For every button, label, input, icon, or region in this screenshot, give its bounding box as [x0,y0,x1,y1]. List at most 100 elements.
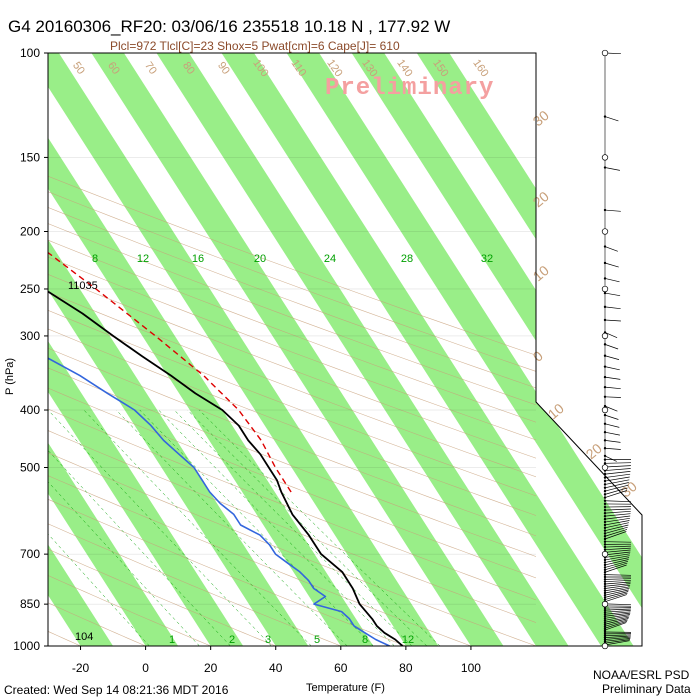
wind-barb [604,611,631,615]
y-tick-label: 400 [20,403,40,417]
mixing-ratio-line [187,409,428,646]
wind-barb [604,562,628,571]
dewpoint-line [48,357,390,646]
wind-barb [604,522,629,529]
wind-barb [604,484,629,492]
wind-barb-dot [603,580,607,583]
y-tick-label: 100 [20,46,40,60]
wind-barb-dot [603,291,607,295]
wind-barb-dot [603,591,607,595]
wind-barb-dot [603,166,607,169]
wind-barb [604,440,621,443]
wind-barb [604,487,628,495]
y-tick-label: 300 [20,329,40,343]
mixing-ratio-label: 5 [314,634,320,646]
wind-barb [604,589,629,596]
x-tick-label: 60 [334,661,348,675]
wind-barb [604,594,627,603]
wind-barb [604,355,620,360]
wind-barb [604,344,619,350]
wind-barb [604,490,627,498]
wind-barb-dot [603,458,607,461]
wind-barb-dot [603,343,607,346]
mixing-ratio-line [116,409,348,646]
wind-barb-dot [603,626,607,630]
wind-barb [604,462,632,464]
temperature-band [416,53,536,240]
wind-barb [604,332,618,339]
wind-barb [604,612,631,617]
mixing-ratio-line [48,449,231,646]
wind-barb [604,610,631,613]
dry-adiabat-line [48,408,536,601]
wind-barb-dot [603,545,607,549]
wind-barb [604,455,617,462]
dry-adiabat-line [48,239,536,423]
temperature-band [221,53,536,545]
preliminary-watermark: Preliminary [325,75,494,102]
wind-barb-dot [603,558,607,562]
wind-barb [604,116,619,122]
y-tick-label: 1000 [13,639,40,653]
wind-barb [604,603,631,606]
wind-barb [604,526,628,534]
wind-barb [604,587,630,594]
wind-barb-dot [603,472,607,476]
wind-barb-dot [603,563,607,567]
dry-adiabat-line [48,274,536,459]
y-tick-label: 700 [20,547,40,561]
wind-calm-circle [601,550,609,558]
wind-barb [604,560,629,568]
wind-barb [604,510,631,514]
dry-adiabat-line [48,328,536,516]
wind-barb-dot [603,520,607,524]
dry-adiabat-line [48,191,536,372]
org-name: NOAA/ESRL PSD [593,668,690,682]
wind-barb-dot [603,615,607,618]
wind-barb-dot [603,575,607,579]
dry-adiabat-line [48,452,536,646]
wind-barb-dot [603,526,607,530]
wind-barb-dot [603,628,607,632]
wind-barb-dot [603,476,607,479]
wind-barb [604,555,630,561]
wind-barb [604,292,621,297]
wind-barb [604,547,631,551]
wind-barb-dot [603,493,607,496]
wind-barb [604,608,631,611]
wet-adiabat-label: 20 [583,440,605,462]
wind-barb-dot [603,499,607,502]
wind-barb [604,405,618,412]
wind-barb [604,482,629,489]
dry-adiabat-line [48,223,536,406]
wind-barb [604,262,619,268]
mixing-ratio-label: 1 [169,634,175,646]
mixing-ratio-label: 28 [401,253,413,265]
wind-barb [604,246,618,252]
wind-barb [604,513,631,517]
wind-barb-dot [603,638,607,641]
mixing-ratio-label: 16 [192,253,204,265]
dry-adiabat-line [48,575,211,646]
wind-barb-dot [603,318,607,322]
wind-barb [604,209,621,212]
temperature-band [48,239,309,646]
wind-barb-dot [603,532,607,535]
wind-barb-dot [603,594,607,597]
wind-barb-dot [603,529,607,532]
wind-barb [604,508,631,511]
wind-barb-dot [603,537,607,541]
wind-barb-dot [603,277,607,280]
wind-barb [604,423,620,428]
chart-subtitle: Plcl=972 Tlcl[C]=23 Shox=5 Pwat[cm]=6 Ca… [110,39,400,53]
wind-barb [604,515,631,520]
wind-barb-dot [603,632,607,636]
x-axis-label: Temperature (F) [306,682,385,694]
dry-adiabat-line [48,347,536,537]
mixing-ratio-lines [48,409,441,646]
wind-barb-dot [603,439,607,442]
wind-barb-dot [603,479,607,483]
wind-barb-dot [603,208,607,212]
temperature-line [48,290,404,646]
y-axis-ticks: 100 150 200 250 300 400 500 700 850 1000 [13,46,48,653]
